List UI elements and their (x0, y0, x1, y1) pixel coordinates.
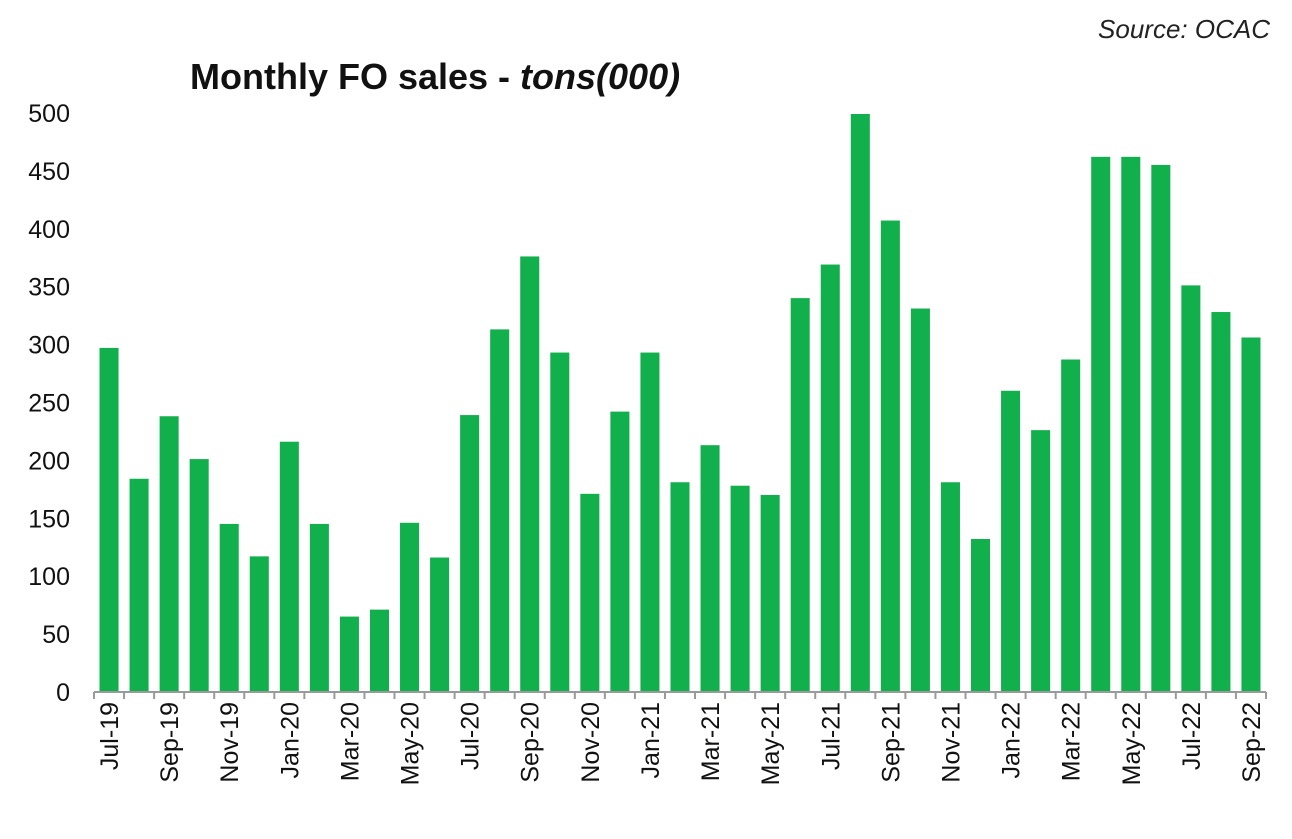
bar (367, 607, 392, 694)
chart-title-unit: tons(000) (520, 56, 681, 97)
x-tick-label: Jan-21 (637, 702, 665, 778)
bar (818, 262, 842, 693)
bar (337, 614, 361, 694)
bar (578, 491, 602, 693)
bar (97, 345, 121, 693)
x-tick-label: Nov-19 (216, 702, 244, 783)
x-tick-label: Mar-20 (336, 702, 364, 781)
y-tick-label: 300 (28, 332, 70, 360)
y-tick-label: 450 (28, 158, 70, 186)
bar (518, 254, 542, 694)
bar (1209, 310, 1233, 693)
y-tick-label: 350 (28, 274, 70, 302)
bar (548, 350, 572, 693)
bar (398, 520, 422, 693)
bar (1089, 154, 1113, 693)
bar (127, 476, 151, 693)
bar (1149, 162, 1173, 693)
y-tick-label: 50 (42, 621, 70, 649)
bar (788, 296, 812, 693)
bar (277, 439, 301, 693)
bar-series (97, 112, 1263, 694)
x-tick-label: Jan-22 (998, 702, 1026, 778)
y-tick-label: 0 (56, 679, 70, 707)
bar (1239, 335, 1263, 693)
y-tick-label: 250 (28, 390, 70, 418)
chart-title-text: Monthly FO sales - (190, 56, 521, 97)
x-tick-label: Sep-22 (1238, 702, 1266, 783)
bar (1179, 283, 1203, 693)
x-axis-ticks (93, 692, 1267, 699)
bar (638, 350, 662, 693)
bar (1029, 428, 1053, 693)
x-tick-label: May-21 (757, 702, 785, 785)
x-tick-label: Jul-21 (817, 702, 845, 770)
x-tick-label: May-20 (397, 702, 425, 785)
bar (878, 218, 902, 693)
x-tick-label: Sep-20 (517, 702, 545, 783)
bar (307, 521, 331, 693)
x-tick-label: Mar-22 (1058, 702, 1086, 781)
x-tick-label: Jul-20 (457, 702, 485, 770)
x-tick-label: May-22 (1118, 702, 1146, 785)
bar (1119, 154, 1143, 693)
bar (187, 457, 211, 694)
y-tick-label: 500 (28, 100, 70, 128)
x-tick-label: Nov-20 (577, 702, 605, 783)
x-tick-label: Nov-21 (937, 702, 965, 783)
bar (1059, 357, 1083, 693)
x-tick-label: Jul-22 (1178, 702, 1206, 770)
bar (999, 388, 1023, 693)
source-note: Source: OCAC (1098, 14, 1270, 44)
bar (968, 536, 993, 694)
y-tick-label: 200 (28, 447, 70, 475)
chart-title: Monthly FO sales - tons(000) (190, 56, 680, 98)
y-tick-label: 400 (28, 216, 70, 244)
bar (698, 443, 722, 693)
bar (848, 112, 872, 693)
x-tick-label: Jul-19 (96, 702, 124, 770)
bar (908, 306, 932, 693)
bar (728, 483, 752, 693)
x-axis-tick-labels: Jul-19 Sep-19 Nov-19 Jan-20 Mar-20 May-20 Jul-… (96, 702, 1266, 785)
y-tick-label: 100 (28, 563, 70, 591)
bar (668, 480, 692, 693)
x-tick-label: Jan-20 (276, 702, 304, 778)
bar (157, 414, 181, 693)
bar (938, 480, 962, 693)
bar (217, 521, 241, 693)
x-tick-label: Mar-21 (697, 702, 725, 781)
bar (247, 554, 271, 694)
x-tick-label: Sep-21 (877, 702, 905, 783)
bar (758, 492, 782, 693)
bar (608, 409, 632, 693)
y-tick-label: 150 (28, 505, 70, 533)
bar (458, 413, 482, 693)
bar (488, 327, 512, 693)
y-axis-tick-labels: 0 50 100 150 200 250 300 350 400 450 500 (28, 100, 70, 707)
bar (428, 555, 452, 693)
x-tick-label: Sep-19 (156, 702, 184, 783)
